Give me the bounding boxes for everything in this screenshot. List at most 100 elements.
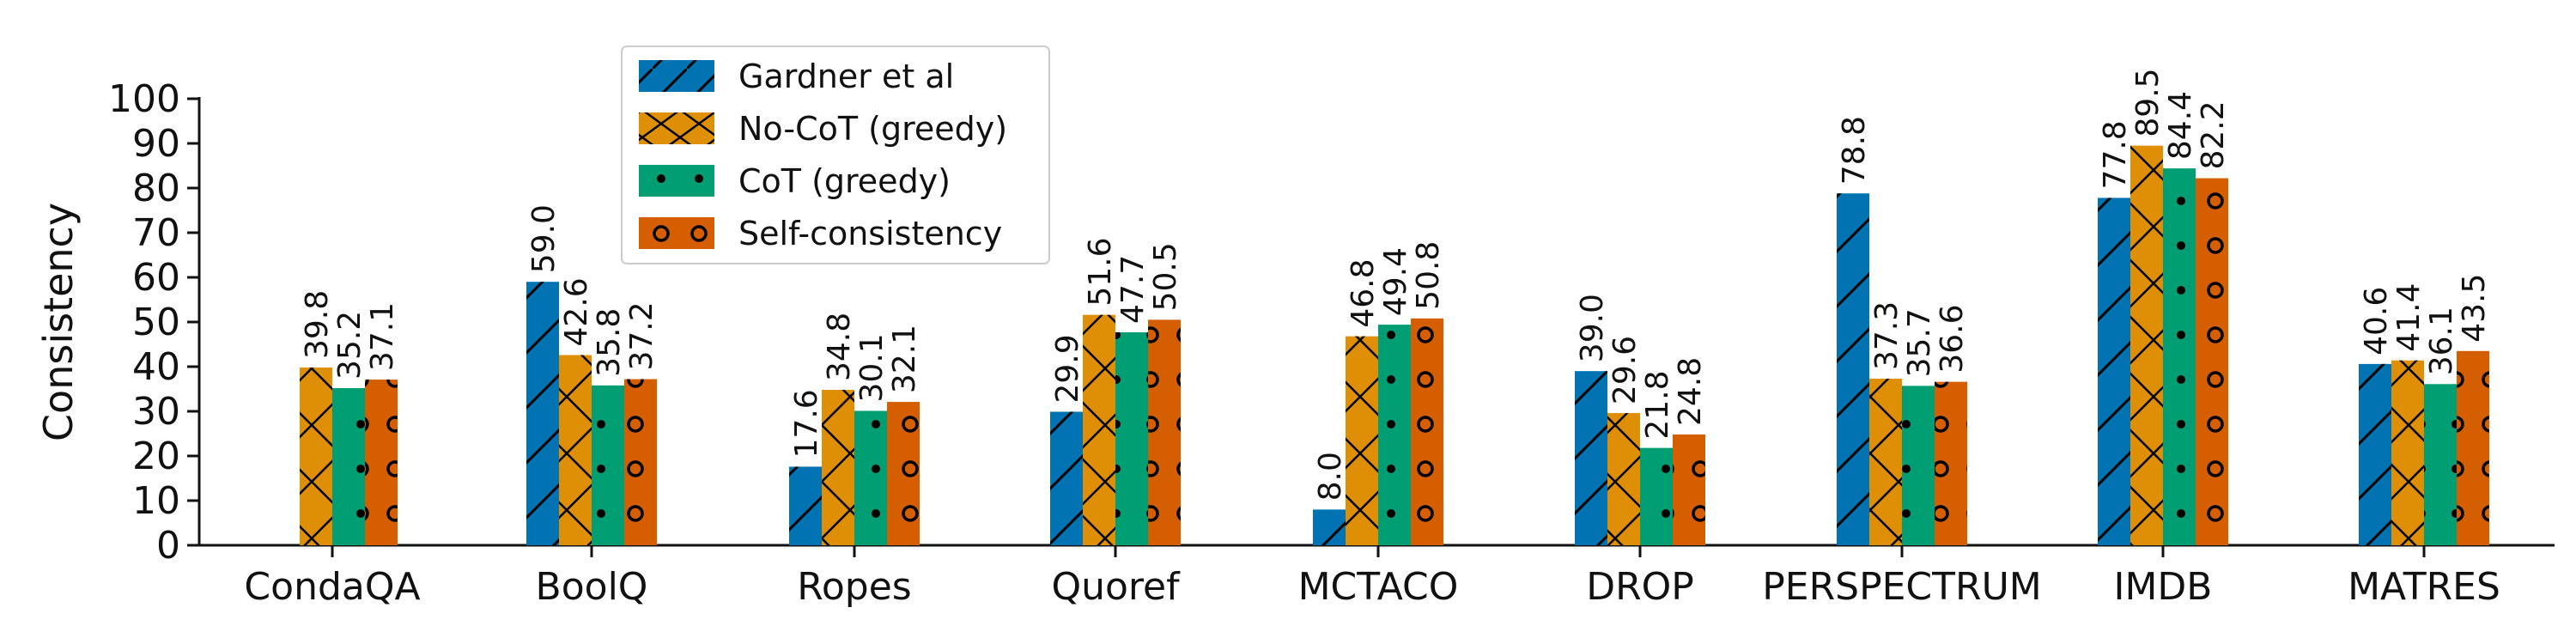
y-tick-label: 80 [132,167,180,210]
bar-hatch [2457,350,2489,545]
y-tick-label: 60 [132,256,180,300]
bar-hatch [1607,413,1640,545]
bar-hatch [1902,386,1935,545]
y-tick-label: 40 [132,345,180,389]
bar-value-label: 37.2 [624,301,659,370]
bar-value-label: 35.2 [332,311,368,380]
legend-box [621,46,1050,264]
bar-value-label: 32.1 [887,325,922,393]
bar-value-label: 36.1 [2424,307,2459,375]
bar-hatch [789,466,822,545]
y-tick-label: 50 [132,301,180,344]
bar-value-label: 89.5 [2130,68,2166,137]
bar-hatch [2424,384,2457,545]
bar-value-label: 17.6 [789,389,824,458]
bar-hatch [1115,331,1148,545]
bar-hatch [2196,178,2228,545]
bar-hatch [624,379,657,545]
bar-value-label: 43.5 [2457,274,2492,343]
x-tick-label: Quoref [1051,565,1181,609]
bar-hatch [332,387,365,545]
bar-hatch [1935,381,1967,545]
bar-hatch [2391,360,2424,545]
bar-hatch [2098,197,2130,545]
bar-hatch [1148,319,1181,545]
bar-value-label: 49.4 [1378,247,1413,316]
legend-swatch-hatch [639,165,714,197]
bar-hatch [2163,168,2196,545]
y-tick-label: 70 [132,211,180,255]
bar-value-label: 59.0 [526,204,562,273]
bar-value-label: 40.6 [2359,287,2394,355]
y-tick-label: 10 [132,479,180,523]
bar-hatch [1837,193,1869,546]
bar-value-label: 39.0 [1575,294,1610,362]
bar-value-label: 42.6 [559,277,594,346]
legend-label: Self-consistency [738,215,1002,252]
y-tick-label: 20 [132,434,180,478]
bar-hatch [1575,371,1607,545]
bar-hatch [592,385,624,545]
bar-hatch [526,282,559,545]
bar-hatch [1869,379,1902,545]
bar-hatch [1346,336,1378,545]
bar-hatch [1083,314,1115,545]
legend: Gardner et al No-CoT (greedy) CoT (greedy)… [621,46,1050,264]
bar-value-label: 8.0 [1313,452,1348,501]
bar-value-label: 36.6 [1935,305,1970,374]
legend-swatch-hatch [639,217,714,249]
bar-value-label: 77.8 [2098,120,2133,189]
bar-value-label: 39.8 [300,290,335,359]
bar-hatch [1050,411,1083,545]
bar-hatch [1378,325,1411,545]
bar-value-label: 29.9 [1050,334,1085,403]
bar-value-label: 34.8 [822,313,857,381]
x-tick-label: DROP [1586,565,1694,609]
x-tick-label: CondaQA [244,565,420,609]
bar-value-label: 50.5 [1148,242,1183,311]
bar-hatch [559,355,592,545]
bar-hatch [1411,318,1443,545]
bar-value-label: 21.8 [1640,370,1675,439]
x-tick-label: IMDB [2113,565,2212,609]
bar-value-label: 24.8 [1673,357,1708,426]
bar-hatch [822,390,854,545]
bar-hatch [1673,434,1705,545]
bar-value-label: 37.3 [1869,301,1905,370]
y-axis-title: Consistency [35,203,82,441]
bar-hatch [2359,363,2391,545]
x-tick-label: BoolQ [536,565,648,609]
bar-value-label: 51.6 [1083,238,1118,307]
legend-swatch-hatch [639,60,714,92]
bar-value-label: 78.8 [1837,116,1872,185]
y-tick-label: 30 [132,390,180,434]
bar-value-label: 50.8 [1411,241,1446,310]
bar-value-label: 37.1 [365,302,400,371]
bar-value-label: 35.8 [592,308,627,377]
x-tick-label: Ropes [797,565,911,609]
bar-value-label: 82.2 [2196,100,2231,169]
y-tick-label: 90 [132,122,180,166]
y-tick-label: 100 [108,77,180,121]
bar-value-label: 35.7 [1902,308,1937,377]
bar-value-labels: 59.017.629.98.039.078.8 77.840.639.8 42.63… [300,68,2492,501]
bar-value-label: 30.1 [854,333,890,402]
legend-label: No-CoT (greedy) [738,110,1007,148]
bar-hatch [2130,145,2163,545]
bar-hatch [1313,509,1346,545]
legend-label: CoT (greedy) [738,162,951,200]
bars [300,145,2489,546]
bar-value-label: 84.4 [2163,91,2198,160]
bar-value-label: 47.7 [1115,255,1151,324]
legend-swatch-hatch [639,112,714,144]
bar-value-label: 41.4 [2391,283,2427,352]
legend-label: Gardner et al [738,58,954,95]
bar-hatch [365,380,398,545]
bar-hatch [300,368,332,545]
x-tick-label: MATRES [2348,565,2500,609]
y-tick-label: 0 [156,524,180,568]
bar-value-label: 46.8 [1346,258,1381,327]
